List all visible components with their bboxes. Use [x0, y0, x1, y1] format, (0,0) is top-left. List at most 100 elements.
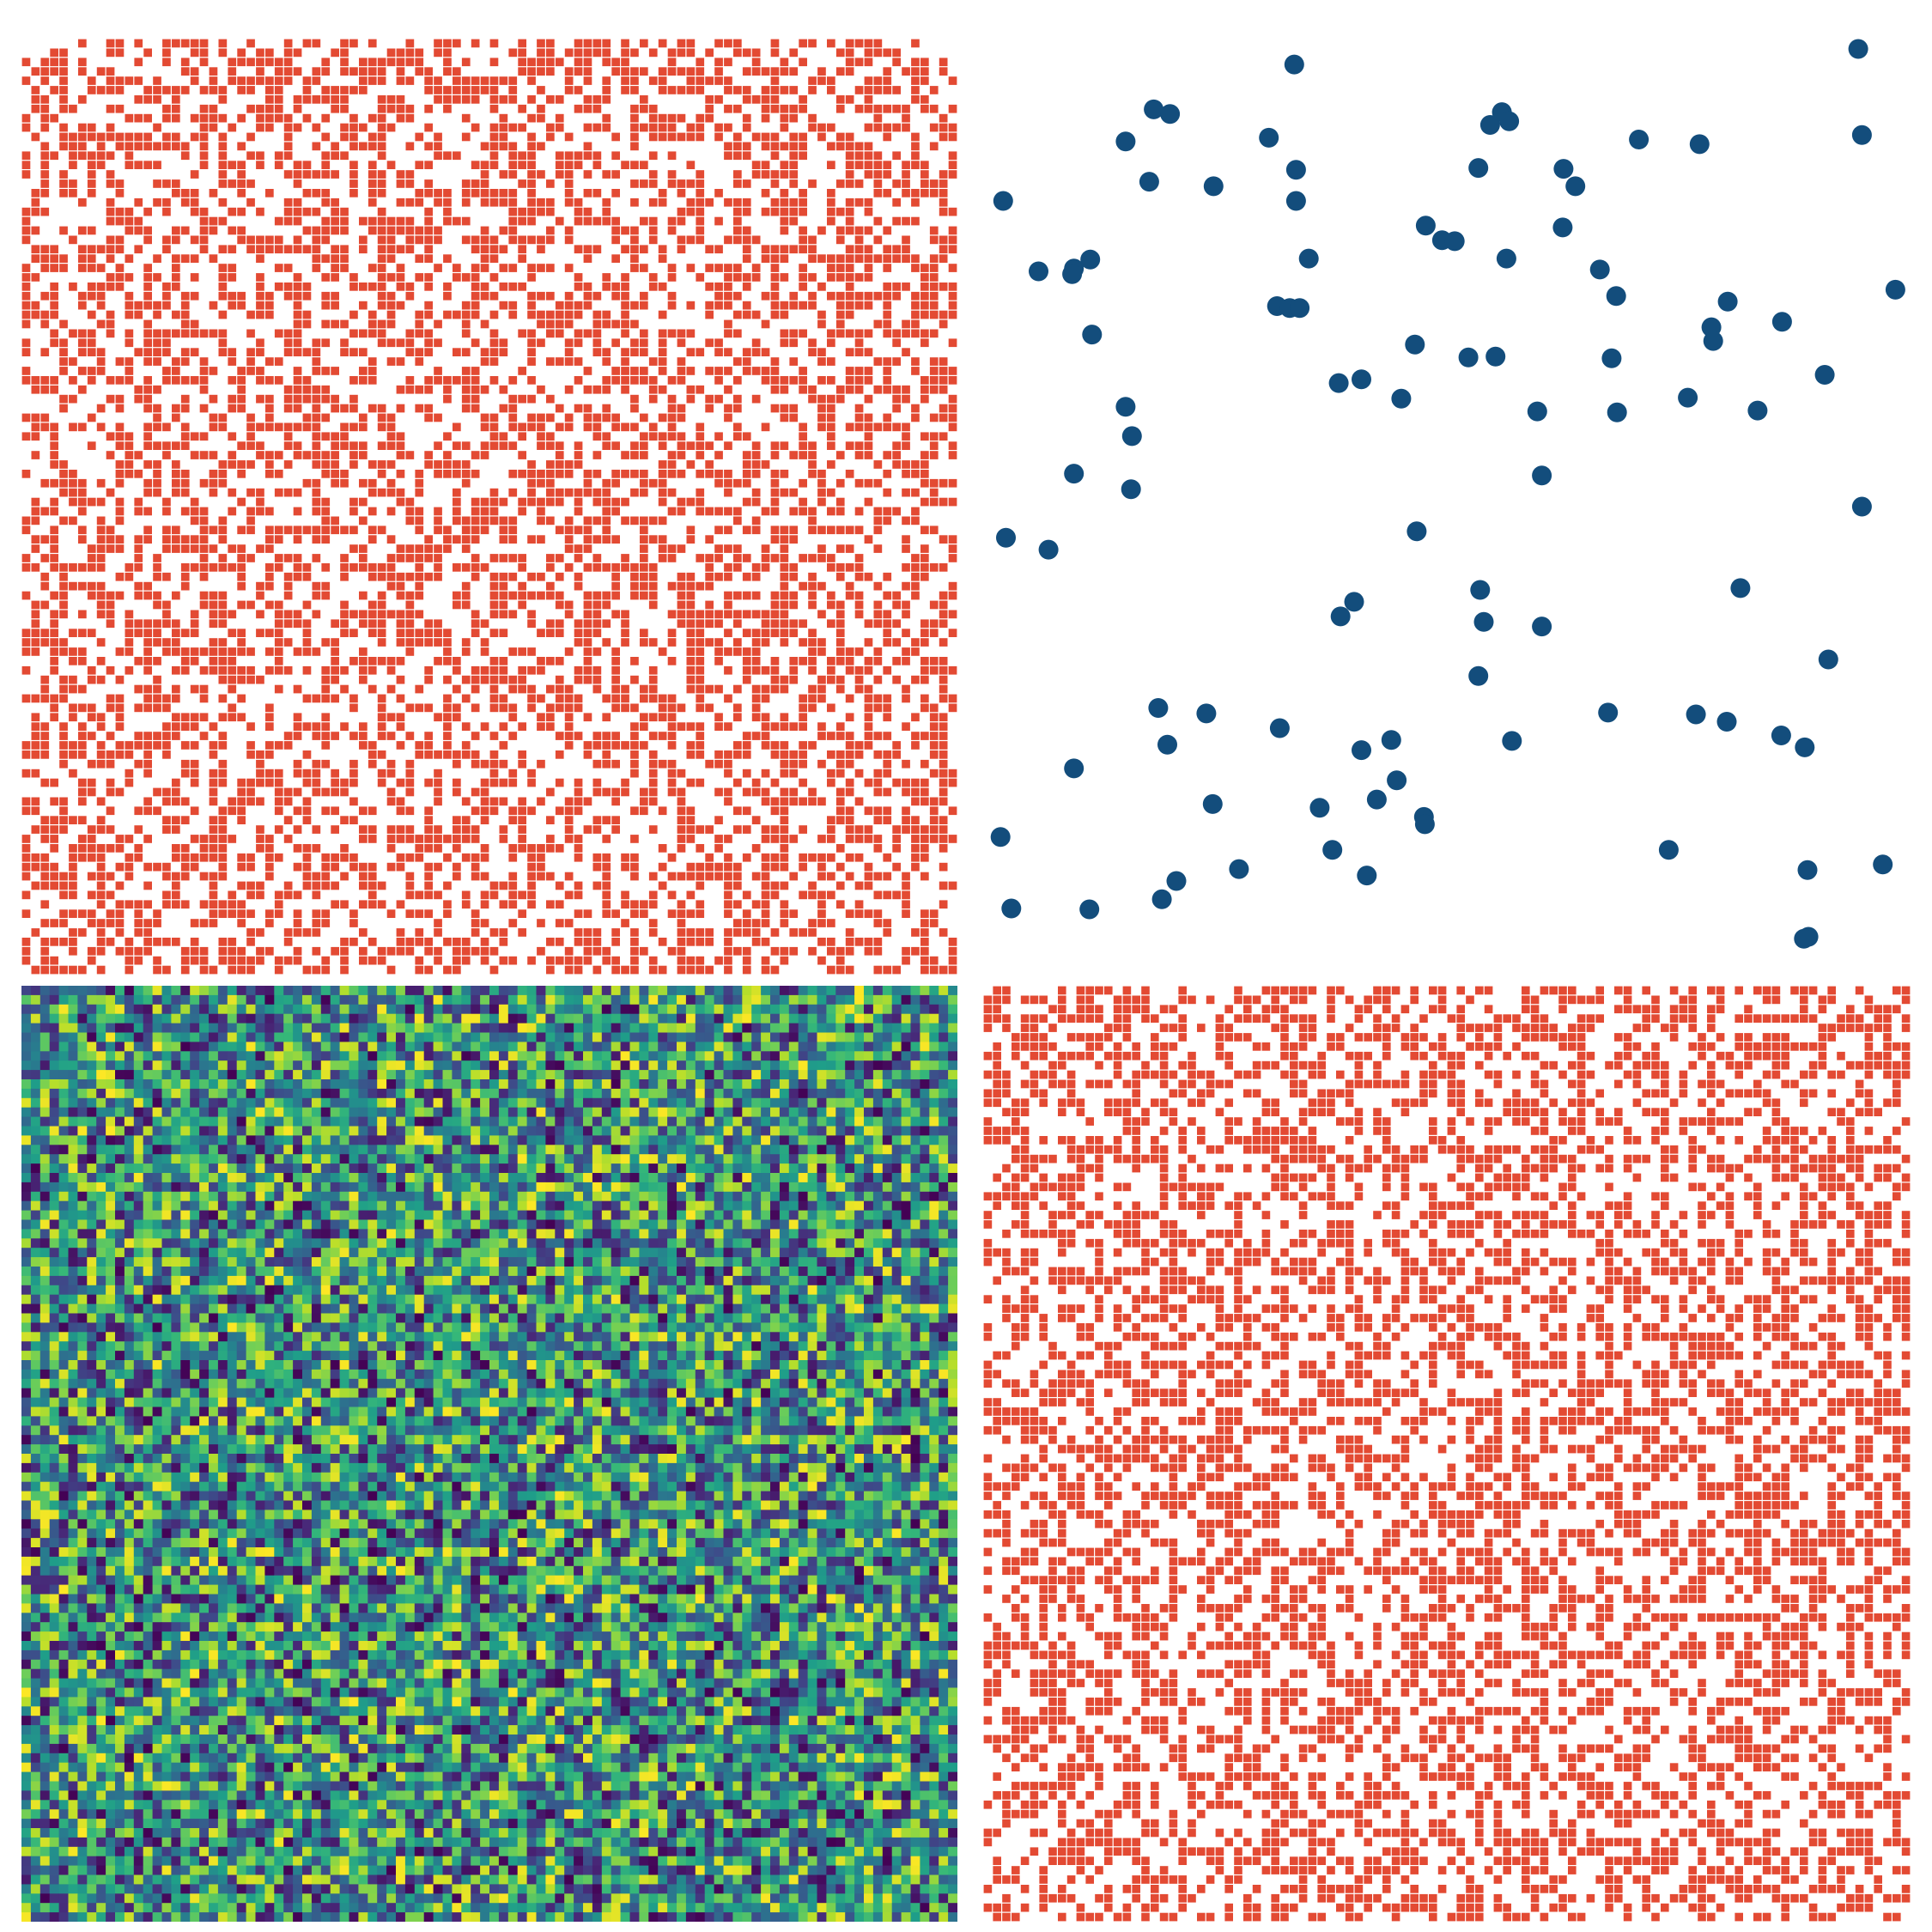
binary-grid-top-left-cell — [453, 151, 461, 161]
binary-grid-top-left-cell — [724, 722, 732, 731]
binary-grid-top-left-cell — [172, 638, 180, 647]
binary-grid-top-left-cell — [696, 58, 705, 67]
binary-grid-top-left-cell — [508, 404, 518, 413]
binary-grid-top-left-cell — [359, 516, 368, 526]
binary-grid-top-left-cell — [667, 58, 677, 67]
binary-grid-top-left-cell — [546, 319, 555, 329]
binary-grid-top-left-cell — [453, 86, 461, 94]
binary-grid-top-left-cell — [209, 301, 218, 310]
binary-grid-top-left-cell — [911, 591, 920, 600]
binary-grid-top-left-cell — [190, 497, 199, 507]
binary-grid-top-left-cell — [677, 938, 686, 946]
binary-grid-top-left-cell — [256, 881, 264, 890]
binary-grid-top-left-cell — [742, 928, 751, 937]
binary-grid-top-left-cell — [293, 787, 302, 797]
binary-grid-top-left-cell — [443, 151, 452, 161]
binary-grid-top-left-cell — [461, 470, 471, 478]
binary-grid-top-left-cell — [106, 151, 115, 161]
binary-grid-top-left-cell — [96, 535, 106, 544]
binary-grid-top-left-cell — [218, 273, 228, 282]
binary-grid-top-left-cell — [40, 778, 50, 787]
binary-grid-top-left-cell — [929, 835, 939, 843]
binary-grid-top-left-cell — [256, 376, 264, 385]
binary-grid-top-left-cell — [162, 600, 171, 610]
binary-grid-top-left-cell — [302, 769, 312, 778]
binary-grid-top-left-cell — [59, 95, 68, 104]
binary-grid-top-left-cell — [134, 581, 143, 591]
binary-grid-top-left-cell — [733, 946, 742, 956]
binary-grid-top-left-cell — [854, 179, 864, 188]
binary-grid-top-left-cell — [172, 367, 180, 375]
binary-grid-top-left-cell — [686, 610, 696, 619]
binary-grid-top-left-cell — [396, 581, 405, 591]
binary-grid-top-left-cell — [461, 319, 471, 329]
binary-grid-top-left-cell — [368, 357, 377, 366]
binary-grid-top-left-cell — [574, 283, 583, 291]
binary-grid-top-left-cell — [40, 946, 50, 956]
binary-grid-top-left-cell — [892, 750, 901, 759]
binary-grid-top-left-cell — [761, 507, 770, 516]
binary-grid-top-left-cell — [489, 665, 499, 675]
binary-grid-top-left-cell — [199, 600, 209, 610]
binary-grid-top-left-cell — [864, 58, 873, 67]
binary-grid-top-left-cell — [59, 638, 68, 647]
binary-grid-top-left-cell — [228, 797, 237, 806]
binary-grid-top-left-cell — [667, 657, 677, 665]
binary-grid-top-left-cell — [658, 113, 667, 123]
binary-grid-top-left-cell — [96, 816, 106, 824]
binary-grid-top-left-cell — [705, 563, 714, 572]
binary-grid-top-left-cell — [705, 460, 714, 469]
binary-grid-top-left-cell — [827, 732, 835, 740]
binary-grid-top-left-cell — [761, 348, 770, 356]
binary-grid-top-left-cell — [770, 197, 780, 207]
binary-grid-top-left-cell — [265, 750, 274, 759]
binary-grid-top-left-cell — [78, 816, 87, 824]
binary-grid-top-left-cell — [443, 470, 452, 478]
binary-grid-top-left-cell — [686, 825, 696, 834]
binary-grid-top-left-cell — [321, 919, 331, 927]
binary-grid-top-left-cell — [518, 928, 526, 937]
binary-grid-top-left-cell — [592, 862, 602, 872]
binary-grid-top-left-cell — [143, 478, 152, 488]
binary-grid-top-left-cell — [939, 619, 948, 629]
binary-grid-top-left-cell — [499, 581, 508, 591]
binary-grid-top-left-cell — [246, 39, 255, 48]
binary-grid-top-left-cell — [59, 470, 68, 478]
binary-grid-top-left-cell — [630, 488, 639, 497]
binary-grid-top-left-cell — [424, 123, 433, 132]
binary-grid-top-left-cell — [714, 572, 723, 581]
binary-grid-top-left-cell — [892, 741, 901, 750]
binary-grid-top-left-cell — [218, 170, 228, 179]
binary-grid-top-left-cell — [508, 301, 518, 310]
binary-grid-top-left-cell — [845, 750, 854, 759]
binary-grid-top-left-cell — [686, 816, 696, 824]
binary-grid-top-left-cell — [696, 638, 705, 647]
binary-grid-top-left-cell — [461, 348, 471, 356]
binary-grid-top-left-cell — [883, 516, 892, 526]
binary-grid-top-left-cell — [359, 806, 368, 816]
binary-grid-top-left-cell — [733, 741, 742, 750]
binary-grid-top-left-cell — [640, 684, 648, 694]
binary-grid-top-left-cell — [349, 862, 358, 872]
binary-grid-top-left-cell — [87, 132, 96, 142]
binary-grid-top-left-cell — [564, 919, 574, 927]
binary-grid-top-left-cell — [546, 497, 555, 507]
binary-grid-top-left-cell — [461, 535, 471, 544]
binary-grid-top-left-cell — [180, 853, 190, 862]
binary-grid-top-left-cell — [630, 48, 639, 58]
binary-grid-top-left-cell — [349, 394, 358, 404]
binary-grid-top-left-cell — [845, 825, 854, 834]
binary-grid-top-left-cell — [396, 610, 405, 619]
binary-grid-top-left-cell — [396, 778, 405, 787]
binary-grid-top-left-cell — [518, 283, 526, 291]
binary-grid-top-left-cell — [218, 338, 228, 348]
binary-grid-top-left-cell — [508, 554, 518, 562]
binary-grid-top-left-cell — [489, 732, 499, 740]
binary-grid-top-left-cell — [892, 216, 901, 226]
binary-grid-top-left-cell — [199, 385, 209, 394]
binary-grid-top-left-cell — [780, 797, 789, 806]
binary-grid-top-left-cell — [424, 245, 433, 254]
binary-grid-top-left-cell — [134, 909, 143, 918]
binary-grid-top-left-cell — [583, 142, 592, 151]
binary-grid-top-left-cell — [527, 470, 536, 478]
